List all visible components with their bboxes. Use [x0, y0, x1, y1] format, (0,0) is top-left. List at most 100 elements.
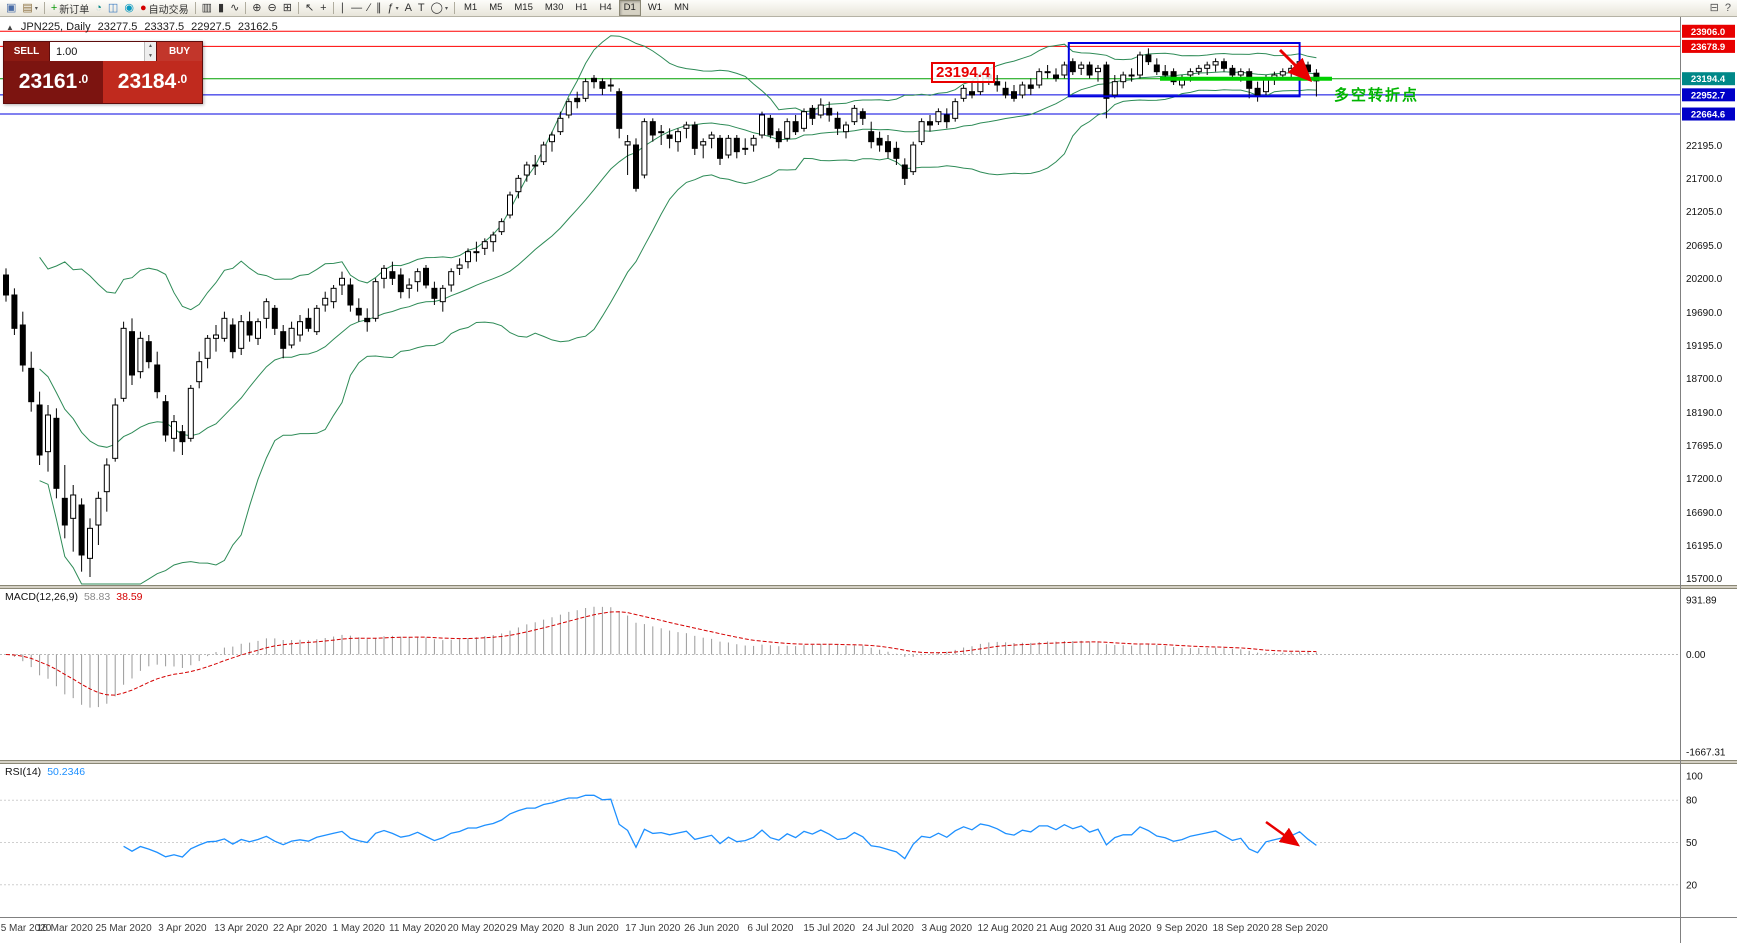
timeframe-h1[interactable]: H1 — [575, 2, 588, 13]
toolbar-separator — [194, 2, 196, 14]
timeframe-mn[interactable]: MN — [674, 2, 689, 13]
macd-main-value: 58.83 — [83, 591, 111, 603]
zoom-out-icon[interactable]: ⊖ — [265, 1, 280, 16]
candle-body — [456, 264, 463, 269]
macd-signal-value: 38.59 — [116, 591, 143, 603]
timeframe-d1[interactable]: D1 — [618, 0, 641, 16]
crosshair-icon[interactable]: + — [317, 1, 329, 16]
timeframe-h4[interactable]: H4 — [599, 2, 612, 13]
macd-panel[interactable] — [0, 606, 1680, 708]
turning-point-annotation: 多空转折点 — [1334, 87, 1420, 104]
volume-up-icon[interactable]: ▲ — [145, 42, 156, 52]
price-chart-plot[interactable] — [0, 30, 1680, 585]
candle-body — [1086, 64, 1093, 76]
panel-separator[interactable] — [0, 585, 1737, 589]
candle-chart-icon[interactable]: ▮ — [215, 1, 227, 16]
toolbar-separator — [453, 2, 455, 14]
candle-body — [708, 134, 715, 139]
panel-separator[interactable] — [0, 760, 1737, 764]
candle-body — [582, 81, 589, 99]
shapes-icon[interactable]: ◯ ▾ — [428, 1, 451, 16]
timeframe-m15[interactable]: M15 — [514, 2, 533, 13]
price-callout-annotation[interactable]: 23194.4 — [931, 62, 996, 83]
buy-button[interactable]: BUY — [156, 42, 202, 61]
bar-chart-icon[interactable]: ▥ — [199, 1, 215, 16]
candle-body — [1061, 64, 1068, 76]
buy-price[interactable]: 23184.0 — [103, 61, 202, 103]
arrange-windows-icon[interactable]: ⊟ — [1707, 1, 1722, 16]
candle-body — [1111, 81, 1118, 96]
price-axis[interactable]: 23906.0 23678.9 23194.4 22952.7 22664.6 22195… — [1682, 24, 1735, 892]
candle-body — [19, 324, 26, 366]
axis-line-label-bg — [1682, 24, 1735, 38]
candle-body — [733, 137, 740, 153]
candle-body — [834, 117, 841, 129]
shapes-icon-caret-icon: ▾ — [444, 5, 448, 12]
candle-body — [666, 134, 673, 139]
candle-body — [112, 404, 119, 459]
new-chart-icon[interactable]: ▣ — [3, 1, 19, 16]
sell-price[interactable]: 23161.0 — [4, 61, 103, 103]
market-watch-icon[interactable]: ◫ — [105, 1, 121, 16]
volume-value[interactable]: 1.00 — [56, 45, 78, 58]
volume-stepper[interactable]: 1.00 ▲ ▼ — [50, 42, 156, 61]
profiles-icon[interactable]: ▤ ▾ — [19, 1, 40, 16]
time-axis-label: 26 Jun 2020 — [684, 923, 739, 934]
timeframe-m5[interactable]: M5 — [489, 2, 503, 13]
candle-body — [465, 251, 471, 263]
candle-body — [700, 141, 707, 146]
zoom-in-icon[interactable]: ⊕ — [249, 1, 264, 16]
candle-body — [943, 114, 950, 123]
candle-body — [145, 341, 152, 363]
help-icon[interactable]: ? — [1722, 1, 1734, 16]
candle-body — [935, 111, 942, 123]
autotrading-button[interactable]: ● 自动交易 — [137, 1, 192, 16]
tile-windows-icon[interactable]: ⊞ — [280, 1, 295, 16]
candle-body — [229, 324, 236, 353]
rsi-panel[interactable] — [0, 794, 1680, 886]
candle-body — [885, 141, 891, 153]
indicators-icon[interactable]: ◔ — [92, 1, 105, 16]
terminal-icon[interactable]: ◉ — [121, 1, 137, 16]
candle-body — [171, 421, 177, 439]
text-icon[interactable]: A — [402, 1, 415, 16]
axis-line-label: 22952.7 — [1691, 90, 1725, 101]
candle-body — [616, 91, 623, 129]
time-axis-label: 17 Jun 2020 — [625, 923, 680, 934]
fibonacci-icon[interactable]: ƒ ▾ — [384, 1, 401, 16]
axis-line-label-bg — [1682, 88, 1735, 102]
candle-body — [103, 464, 110, 493]
sell-arrow-annotation[interactable] — [1278, 48, 1313, 83]
time-axis-label: 25 Mar 2020 — [96, 923, 153, 934]
chart-marker-icon: ▲ — [6, 22, 14, 32]
volume-down-icon[interactable]: ▼ — [145, 51, 156, 61]
candle-body — [969, 91, 975, 96]
terminal-icon-glyph: ◉ — [124, 1, 134, 14]
rsi-arrow-annotation[interactable] — [1265, 820, 1301, 847]
header-open: 23277.5 — [97, 21, 138, 33]
candle-body — [591, 77, 597, 83]
cursor-icon[interactable]: ↖ — [302, 1, 317, 16]
line-chart-icon[interactable]: ∿ — [227, 1, 242, 16]
candle-body — [179, 431, 186, 443]
new-order-button[interactable]: + 新订单 — [48, 1, 92, 16]
trendline-icon[interactable]: ∕ — [365, 1, 373, 16]
tile-windows-icon-glyph: ⊞ — [282, 1, 292, 14]
bollinger-lower-band — [39, 89, 1317, 585]
label-icon-glyph: T — [417, 1, 425, 14]
timeframe-w1[interactable]: W1 — [647, 2, 663, 13]
horizontal-line-icon[interactable]: — — [348, 1, 365, 16]
timeframe-m1[interactable]: M1 — [463, 2, 478, 13]
timeframe-m30[interactable]: M30 — [544, 2, 564, 13]
time-axis-label: 16 Mar 2020 — [37, 923, 94, 934]
sell-button[interactable]: SELL — [4, 42, 50, 61]
time-axis-label: 28 Sep 2020 — [1271, 923, 1328, 934]
time-axis-label: 3 Apr 2020 — [158, 923, 207, 934]
label-icon[interactable]: T — [415, 1, 428, 16]
vertical-line-icon[interactable]: ∣ — [337, 1, 349, 16]
rsi-axis-label: 80 — [1686, 796, 1698, 807]
channel-icon[interactable]: ∥ — [373, 1, 385, 16]
candle-body — [187, 387, 194, 439]
